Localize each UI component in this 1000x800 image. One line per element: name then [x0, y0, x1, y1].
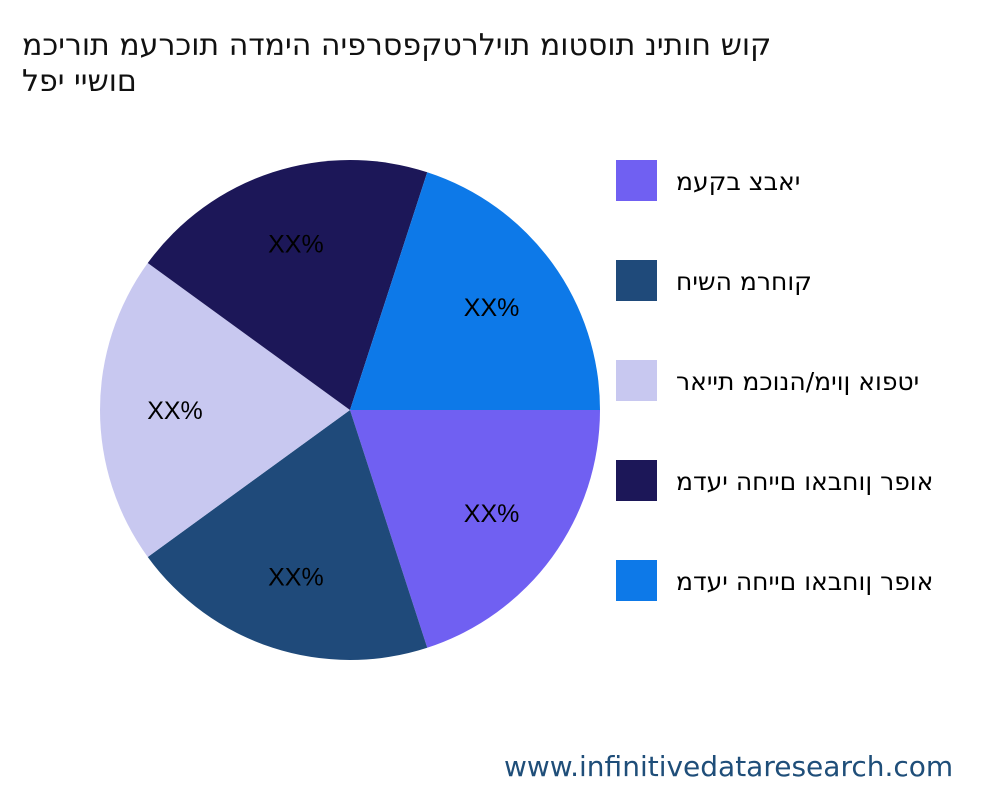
legend-swatch-3: [616, 360, 657, 401]
pie-slice-label-5: XX%: [464, 294, 520, 322]
chart-title: קוש חותינ תוסטומ תוילרטקפסרפיה הימדה תוכ…: [22, 28, 962, 100]
pie-slice-label-2: XX%: [268, 563, 324, 591]
chart-title-line-2: םושיי יפל: [22, 64, 137, 99]
chart-title-line-1: קוש חותינ תוסטומ תוילרטקפסרפיה הימדה תוכ…: [22, 28, 772, 63]
legend-swatch-1: [616, 160, 657, 201]
legend-swatch-2: [616, 260, 657, 301]
pie-slice-2: [147, 410, 428, 660]
pie-slice-4: [147, 160, 428, 410]
legend-swatch-5: [616, 560, 657, 601]
legend-label-1: יאבצ בקעמ: [676, 167, 800, 196]
pie-slice-label-3: XX%: [147, 397, 203, 425]
legend: יאבצ בקעמ קוחרמ השיח יטפוא ןוימ/הנוכמ תייא…: [616, 160, 933, 601]
legend-label-5: אופר ןוחבאו םייחה יעדמ: [676, 567, 933, 596]
legend-swatch-4: [616, 460, 657, 501]
footer-website[interactable]: www.infinitivedataresearch.com: [504, 750, 954, 783]
pie-slice-5: [350, 172, 600, 410]
pie-slice-1: [350, 410, 600, 648]
legend-label-3: יטפוא ןוימ/הנוכמ תייאר: [676, 367, 919, 396]
pie-slice-label-1: XX%: [464, 500, 520, 528]
pie-slice-label-4: XX%: [268, 231, 324, 259]
pie-slice-3: [100, 263, 350, 557]
legend-label-4: אופר ןוחבאו םייחה יעדמ: [676, 467, 933, 496]
legend-label-2: קוחרמ השיח: [676, 267, 812, 296]
pie-slice-labels: XX% XX% XX% XX% XX%: [147, 231, 519, 592]
pie-slices: [100, 160, 600, 660]
